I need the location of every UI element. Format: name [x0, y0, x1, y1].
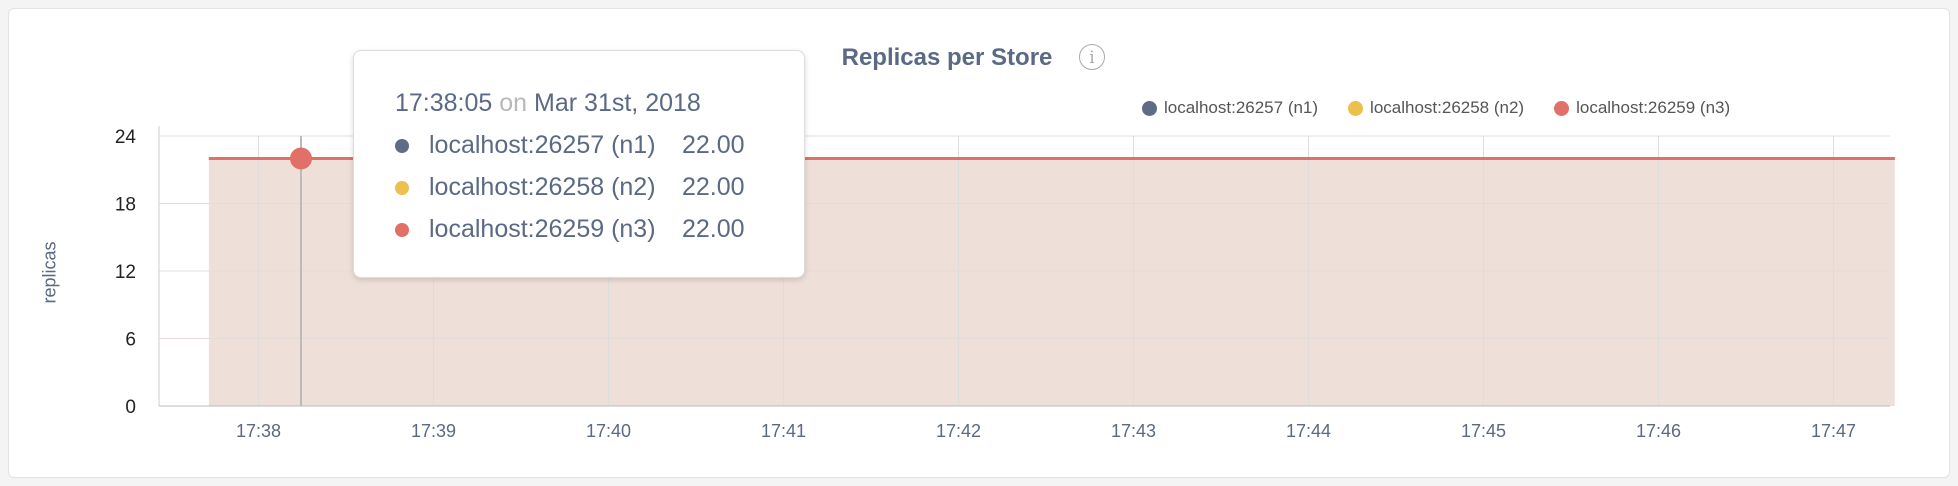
legend-label: localhost:26259 (n3) [1576, 98, 1731, 117]
tooltip-row: localhost:26258 (n2) 22.00 [395, 173, 804, 202]
x-tick-label: 17:38 [236, 421, 281, 441]
y-tick-label: 12 [115, 262, 136, 283]
tooltip-time: 17:38:05 [395, 89, 493, 117]
hover-point [290, 147, 312, 170]
tooltip-row: localhost:26259 (n3) 22.00 [395, 215, 804, 244]
tooltip-date: Mar 31st, 2018 [534, 89, 701, 117]
legend: localhost:26257 (n1) localhost:26258 (n2… [1142, 98, 1730, 118]
legend-item[interactable]: localhost:26257 (n1) [1142, 98, 1318, 118]
info-icon[interactable]: i [1079, 44, 1105, 70]
series-dot [395, 138, 409, 153]
x-tick-label: 17:44 [1286, 421, 1331, 441]
y-tick-label: 24 [115, 127, 137, 148]
tooltip-row: localhost:26257 (n1) 22.00 [395, 131, 804, 160]
tooltip-series-name: localhost:26258 (n2) [429, 173, 656, 201]
y-tick-label: 0 [125, 397, 136, 418]
tooltip-header: 17:38:05 on Mar 31st, 2018 [395, 89, 804, 118]
tooltip: 17:38:05 on Mar 31st, 2018 localhost:262… [353, 50, 805, 278]
legend-label: localhost:26258 (n2) [1370, 98, 1525, 117]
y-tick-label: 6 [125, 330, 136, 351]
tooltip-value: 22.00 [682, 173, 745, 201]
tooltip-series-name: localhost:26257 (n1) [429, 131, 656, 159]
x-tick-label: 17:46 [1636, 421, 1681, 441]
legend-label: localhost:26257 (n1) [1164, 98, 1319, 117]
legend-swatch [1348, 100, 1364, 116]
series-dot [395, 222, 409, 237]
legend-item[interactable]: localhost:26259 (n3) [1554, 98, 1730, 118]
legend-swatch [1142, 100, 1157, 116]
tooltip-value: 22.00 [682, 215, 745, 243]
x-tick-label: 17:43 [1111, 421, 1156, 441]
tooltip-series-name: localhost:26259 (n3) [429, 215, 656, 243]
x-tick-label: 17:45 [1461, 421, 1506, 441]
x-tick-label: 17:42 [936, 421, 981, 441]
x-tick-label: 17:47 [1811, 421, 1856, 441]
series-dot [395, 180, 409, 195]
chart-title: Replicas per Store [841, 44, 1053, 71]
x-tick-label: 17:40 [586, 421, 631, 441]
tooltip-on: on [499, 89, 528, 117]
x-tick-label: 17:39 [411, 421, 456, 441]
y-tick-label: 18 [115, 195, 136, 216]
tooltip-value: 22.00 [682, 131, 745, 159]
legend-item[interactable]: localhost:26258 (n2) [1348, 98, 1524, 118]
legend-swatch [1554, 100, 1570, 116]
x-tick-label: 17:41 [761, 421, 806, 441]
